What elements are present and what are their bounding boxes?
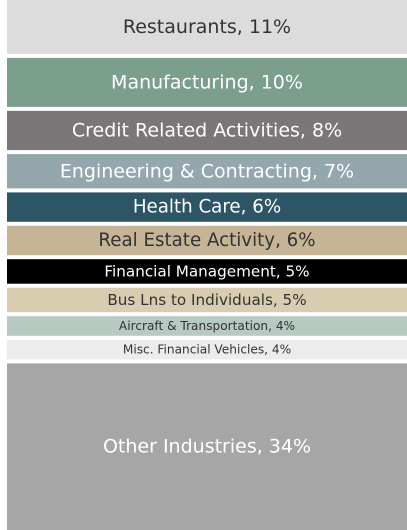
segment bbox=[7, 225, 407, 256]
segment bbox=[7, 259, 407, 284]
segment-label: Manufacturing, 10% bbox=[111, 71, 303, 93]
segment-label: Other Industries, 34% bbox=[103, 436, 311, 458]
segment bbox=[7, 110, 407, 151]
segment-label: Health Care, 6% bbox=[133, 197, 281, 218]
segment bbox=[7, 0, 407, 54]
segment-label: Misc. Financial Vehicles, 4% bbox=[123, 343, 291, 357]
segment bbox=[7, 154, 407, 189]
segment-label: Financial Management, 5% bbox=[104, 262, 309, 280]
segment-label: Engineering & Contracting, 7% bbox=[60, 160, 354, 182]
segment bbox=[7, 339, 407, 360]
segment-label: Credit Related Activities, 8% bbox=[72, 120, 342, 142]
segment bbox=[7, 316, 407, 336]
segment bbox=[7, 363, 407, 530]
segment-label: Real Estate Activity, 6% bbox=[98, 230, 315, 251]
segment-label: Restaurants, 11% bbox=[123, 16, 291, 38]
segment-label: Bus Lns to Individuals, 5% bbox=[107, 291, 306, 309]
segment-label: Aircraft & Transportation, 4% bbox=[119, 319, 295, 333]
segment bbox=[7, 287, 407, 313]
segment bbox=[7, 57, 407, 107]
segment bbox=[7, 192, 407, 222]
